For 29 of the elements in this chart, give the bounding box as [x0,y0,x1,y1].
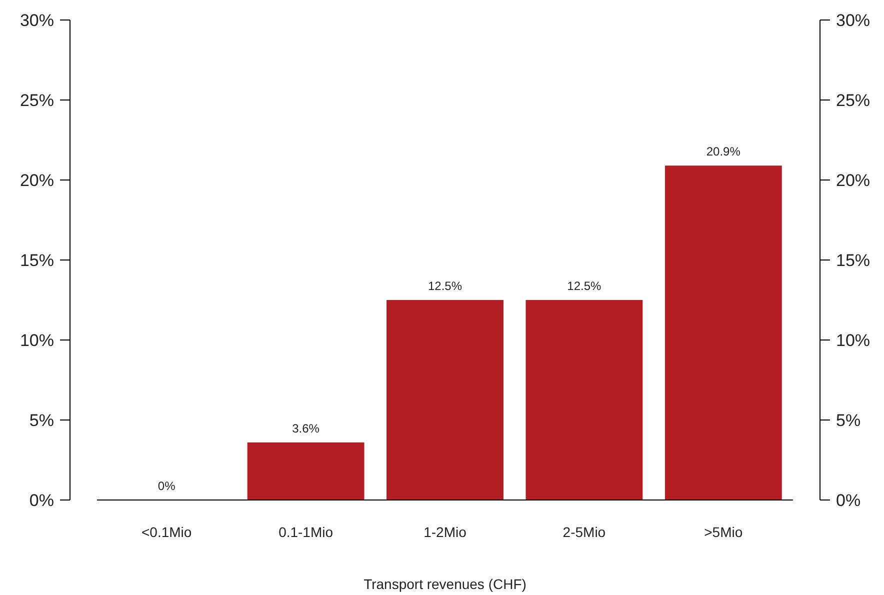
y-tick-label: 15% [20,250,54,270]
x-tick-label: >5Mio [704,524,743,540]
y-tick-label: 0% [29,490,54,510]
y2-tick-label: 15% [836,250,870,270]
y2-tick-label: 20% [836,170,870,190]
x-tick-label: <0.1Mio [142,524,192,540]
y-tick-label: 10% [20,330,54,350]
bar [386,300,504,500]
bar [247,442,364,500]
bar [664,166,782,500]
data-label: 0% [158,479,176,493]
data-label: 20.9% [706,144,741,159]
data-label: 3.6% [292,421,320,436]
y2-tick-label: 30% [836,10,870,30]
y-tick-label: 5% [29,410,54,430]
y-tick-label: 30% [20,10,54,30]
y-tick-label: 20% [20,170,54,190]
y2-tick-label: 0% [836,490,861,510]
data-label: 12.5% [567,279,602,293]
y2-tick-label: 10% [836,330,870,350]
y2-tick-label: 5% [836,410,861,430]
bar [526,300,643,500]
y2-tick-label: 25% [836,90,870,110]
x-axis-title: Transport revenues (CHF) [364,576,526,592]
data-label: 12.5% [428,279,462,293]
y-tick-label: 25% [20,90,54,110]
x-tick-label: 2-5Mio [562,524,606,540]
x-tick-label: 1-2Mio [424,524,467,540]
x-tick-label: 0.1-1Mio [278,524,334,540]
